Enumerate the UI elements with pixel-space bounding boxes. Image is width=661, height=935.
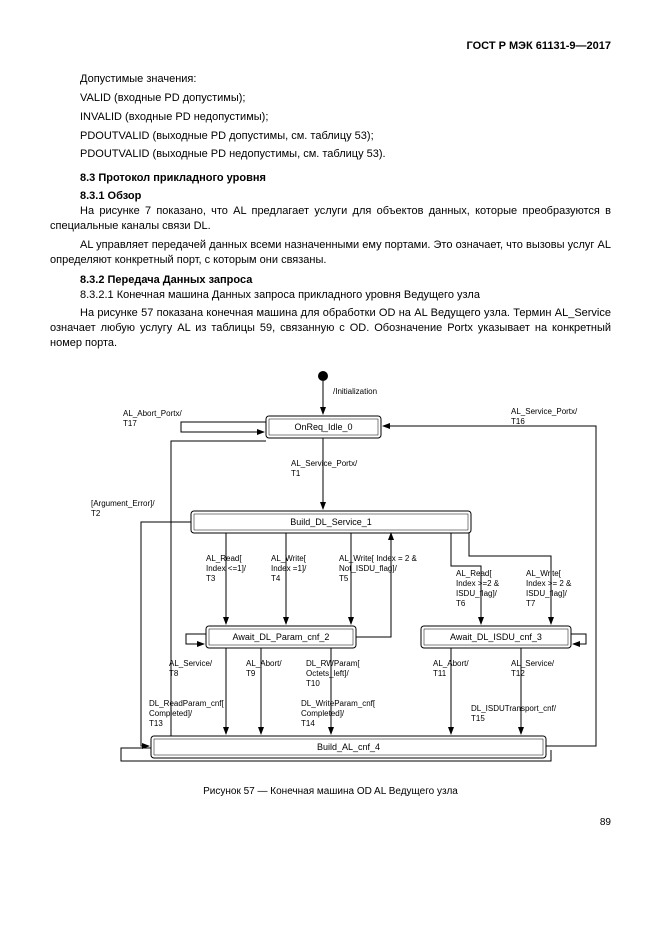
- svg-text:T16: T16: [511, 417, 525, 426]
- svg-text:Await_DL_ISDU_cnf_3: Await_DL_ISDU_cnf_3: [450, 632, 542, 642]
- page-number: 89: [50, 817, 611, 828]
- svg-text:T15: T15: [471, 714, 485, 723]
- svg-text:T5: T5: [339, 574, 349, 583]
- svg-text:OnReq_Idle_0: OnReq_Idle_0: [294, 422, 352, 432]
- svg-text:Index >= 2 &: Index >= 2 &: [526, 579, 572, 588]
- svg-text:AL_Abort_Portx/: AL_Abort_Portx/: [123, 409, 182, 418]
- svg-text:AL_Abort/: AL_Abort/: [246, 659, 282, 668]
- svg-text:T12: T12: [511, 669, 525, 678]
- svg-text:DL_RWParam[: DL_RWParam[: [306, 659, 360, 668]
- svg-text:DL_ReadParam_cnf[: DL_ReadParam_cnf[: [149, 699, 224, 708]
- svg-text:T8: T8: [169, 669, 179, 678]
- heading-8-3-2: 8.3.2 Передача Данных запроса: [80, 274, 611, 286]
- svg-text:Completed]/: Completed]/: [301, 709, 345, 718]
- intro-line: PDOUTVALID (выходные PD недопустимы, см.…: [80, 147, 611, 162]
- svg-text:Index <=1]/: Index <=1]/: [206, 564, 247, 573]
- svg-text:Octets_left]/: Octets_left]/: [306, 669, 349, 678]
- doc-header: ГОСТ Р МЭК 61131-9—2017: [50, 40, 611, 52]
- svg-text:T2: T2: [91, 509, 101, 518]
- svg-text:Completed]/: Completed]/: [149, 709, 193, 718]
- svg-text:T11: T11: [433, 669, 447, 678]
- intro-line: VALID (входные PD допустимы);: [80, 91, 611, 106]
- svg-text:AL_Abort/: AL_Abort/: [433, 659, 469, 668]
- svg-text:T14: T14: [301, 719, 315, 728]
- svg-text:T1: T1: [291, 469, 301, 478]
- svg-text:Build_DL_Service_1: Build_DL_Service_1: [290, 517, 372, 527]
- svg-text:T3: T3: [206, 574, 216, 583]
- svg-text:AL_Write[: AL_Write[: [271, 554, 307, 563]
- state-machine-diagram: /Initialization OnReq_Idle_0 Build_DL_Serv…: [51, 366, 611, 776]
- svg-text:AL_Service_Portx/: AL_Service_Portx/: [291, 459, 358, 468]
- svg-text:T6: T6: [456, 599, 466, 608]
- intro-values: Допустимые значения: VALID (входные PD д…: [80, 72, 611, 162]
- svg-text:DL_WriteParam_cnf[: DL_WriteParam_cnf[: [301, 699, 376, 708]
- svg-text:AL_Write[ Index = 2 &: AL_Write[ Index = 2 &: [339, 554, 418, 563]
- heading-8-3-1: 8.3.1 Обзор: [80, 190, 611, 202]
- svg-text:[Argument_Error]/: [Argument_Error]/: [91, 499, 155, 508]
- para-8-3-2-1-body: На рисунке 57 показана конечная машина д…: [50, 306, 611, 351]
- intro-line: INVALID (входные PD недопустимы);: [80, 110, 611, 125]
- svg-text:Await_DL_Param_cnf_2: Await_DL_Param_cnf_2: [232, 632, 329, 642]
- svg-text:DL_ISDUTransport_cnf/: DL_ISDUTransport_cnf/: [471, 704, 557, 713]
- intro-line: PDOUTVALID (выходные PD допустимы, см. т…: [80, 129, 611, 144]
- svg-text:T10: T10: [306, 679, 320, 688]
- svg-text:T17: T17: [123, 419, 137, 428]
- svg-text:T7: T7: [526, 599, 536, 608]
- svg-text:Not_ISDU_flag]/: Not_ISDU_flag]/: [339, 564, 398, 573]
- svg-text:AL_Service_Portx/: AL_Service_Portx/: [511, 407, 578, 416]
- svg-text:Index >=2 &: Index >=2 &: [456, 579, 500, 588]
- svg-text:Build_AL_cnf_4: Build_AL_cnf_4: [316, 742, 379, 752]
- state-machine-svg: /Initialization OnReq_Idle_0 Build_DL_Serv…: [51, 366, 611, 776]
- para-8-3-1-1: На рисунке 7 показано, что AL предлагает…: [50, 204, 611, 234]
- intro-line: Допустимые значения:: [80, 72, 611, 87]
- svg-text:/Initialization: /Initialization: [333, 387, 377, 396]
- svg-text:T13: T13: [149, 719, 163, 728]
- svg-text:T9: T9: [246, 669, 256, 678]
- heading-8-3: 8.3 Протокол прикладного уровня: [80, 172, 611, 184]
- svg-text:AL_Service/: AL_Service/: [169, 659, 213, 668]
- svg-text:AL_Read[: AL_Read[: [206, 554, 242, 563]
- svg-text:T4: T4: [271, 574, 281, 583]
- svg-text:AL_Read[: AL_Read[: [456, 569, 492, 578]
- svg-text:ISDU_flag]/: ISDU_flag]/: [456, 589, 498, 598]
- svg-text:AL_Service/: AL_Service/: [511, 659, 555, 668]
- svg-text:ISDU_flag]/: ISDU_flag]/: [526, 589, 568, 598]
- svg-text:AL_Write[: AL_Write[: [526, 569, 562, 578]
- para-8-3-2-1-line: 8.3.2.1 Конечная машина Данных запроса п…: [50, 288, 611, 303]
- para-8-3-1-2: AL управляет передачей данных всеми назн…: [50, 238, 611, 268]
- svg-text:Index =1]/: Index =1]/: [271, 564, 307, 573]
- figure-caption: Рисунок 57 — Конечная машина OD AL Ведущ…: [50, 786, 611, 797]
